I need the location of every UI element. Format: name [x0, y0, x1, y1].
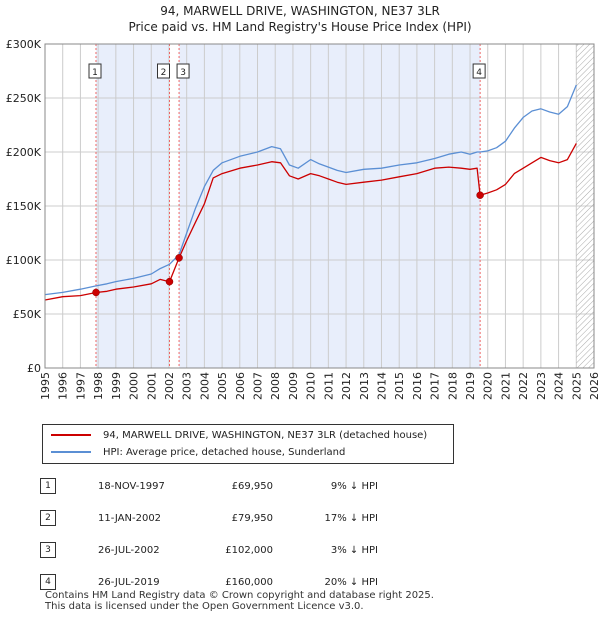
price-series-line — [44, 143, 577, 301]
sale-price: £69,950 — [231, 480, 273, 492]
x-tick-label: 2017 — [429, 372, 442, 400]
sale-date: 11-JAN-2002 — [98, 512, 162, 524]
sale-label-box — [88, 63, 102, 79]
x-tick-label: 2015 — [393, 372, 406, 400]
x-tick-label: 2019 — [464, 372, 477, 400]
price-chart: 1 2 3 4 £0 £50K £100K £150K £200K £250K £300K 1995… — [6, 38, 600, 400]
sale-label: 2 — [156, 63, 170, 79]
table-row: 1 18-NOV-1997 £69,950 9% ↓ HPI — [40, 470, 378, 502]
x-tick-label: 2007 — [252, 372, 265, 400]
y-tick-label: £250K — [6, 92, 42, 105]
sale-price: £79,950 — [231, 512, 273, 524]
x-tick-label: 2023 — [535, 372, 548, 400]
sale-label-text: 3 — [180, 68, 186, 78]
footer-copyright: Contains HM Land Registry data © Crown c… — [45, 590, 434, 601]
sale-date: 18-NOV-1997 — [98, 480, 165, 492]
x-tick-label: 2020 — [482, 372, 495, 400]
footer: Contains HM Land Registry data © Crown c… — [45, 590, 434, 612]
y-tick-label: £100K — [6, 254, 42, 267]
sale-point — [175, 254, 183, 262]
x-tick-label: 2003 — [181, 372, 194, 400]
sale-label-text: 1 — [92, 68, 98, 78]
hpi-series-line — [44, 84, 577, 296]
x-tick-label: 2002 — [163, 372, 176, 400]
sale-marker-badge: 2 — [40, 510, 56, 526]
x-tick-label: 2013 — [358, 372, 371, 400]
x-tick-label: 1996 — [57, 372, 70, 400]
sale-date: 26-JUL-2002 — [98, 544, 160, 556]
y-tick-label: £0 — [27, 362, 41, 375]
legend-item-price: 94, MARWELL DRIVE, WASHINGTON, NE37 3LR … — [51, 427, 427, 443]
x-tick-label: 2026 — [588, 372, 600, 400]
sale-point — [92, 288, 100, 297]
y-tick-label: £50K — [13, 308, 42, 321]
x-tick-label: 1999 — [110, 372, 123, 400]
x-tick-label: 1998 — [92, 372, 105, 400]
x-tick-label: 2012 — [340, 372, 353, 400]
sale-hpi-diff: 3% ↓ HPI — [330, 544, 378, 556]
chart-subtitle: Price paid vs. HM Land Registry's House … — [128, 20, 472, 34]
transactions-table: 1 18-NOV-1997 £69,950 9% ↓ HPI 2 11-JAN-… — [40, 470, 378, 598]
table-row: 4 26-JUL-2019 £160,000 20% ↓ HPI — [40, 566, 378, 598]
sale-hpi-diff: 9% ↓ HPI — [330, 480, 378, 492]
sale-point — [476, 191, 484, 199]
legend-swatch-price — [51, 434, 91, 436]
sale-label: 3 — [176, 63, 190, 79]
x-tick-label: 2011 — [322, 372, 335, 400]
x-tick-label: 2022 — [517, 372, 530, 400]
sale-marker-badge: 4 — [40, 574, 56, 590]
x-tick-label: 2025 — [570, 372, 583, 400]
x-tick-label: 1995 — [39, 372, 52, 400]
sale-date: 26-JUL-2019 — [98, 576, 160, 588]
x-tick-label: 2001 — [145, 372, 158, 400]
legend-label-price: 94, MARWELL DRIVE, WASHINGTON, NE37 3LR … — [103, 429, 428, 441]
sale-price: £102,000 — [225, 544, 273, 556]
sale-label: 4 — [472, 63, 486, 79]
sale-point — [165, 277, 174, 286]
x-tick-label: 2008 — [269, 372, 282, 400]
sale-hpi-diff: 17% ↓ HPI — [324, 512, 378, 524]
x-tick-label: 2006 — [234, 372, 247, 400]
legend: 94, MARWELL DRIVE, WASHINGTON, NE37 3LR … — [42, 424, 454, 464]
x-tick-label: 2000 — [128, 372, 141, 400]
footer-licence: This data is licensed under the Open Gov… — [45, 601, 364, 612]
sale-label-box — [156, 63, 170, 79]
sale-label-box — [472, 63, 486, 79]
plot-border — [44, 43, 595, 369]
sale-label-text: 2 — [161, 68, 167, 78]
y-tick-label: £150K — [6, 200, 42, 213]
sale-hpi-diff: 20% ↓ HPI — [324, 576, 378, 588]
x-tick-label: 2018 — [446, 372, 459, 400]
forecast-hatch — [576, 44, 594, 368]
chart-title: 94, MARWELL DRIVE, WASHINGTON, NE37 3LR — [160, 4, 440, 18]
x-tick-label: 2009 — [287, 372, 300, 400]
table-row: 3 26-JUL-2002 £102,000 3% ↓ HPI — [40, 534, 378, 566]
x-tick-label: 2021 — [499, 372, 512, 400]
x-tick-label: 2014 — [375, 372, 388, 400]
sale-marker-badge: 1 — [40, 478, 56, 494]
sale-label-text: 4 — [476, 68, 482, 78]
sale-marker-badge: 3 — [40, 542, 56, 558]
sale-label-box — [176, 63, 190, 79]
y-tick-label: £200K — [6, 146, 42, 159]
y-tick-label: £300K — [6, 38, 42, 51]
x-tick-label: 2005 — [216, 372, 229, 400]
x-tick-label: 2004 — [198, 372, 211, 400]
table-row: 2 11-JAN-2002 £79,950 17% ↓ HPI — [40, 502, 378, 534]
legend-item-hpi: HPI: Average price, detached house, Sund… — [51, 444, 345, 460]
sale-price: £160,000 — [225, 576, 273, 588]
x-tick-label: 2016 — [411, 372, 424, 400]
x-tick-label: 2010 — [305, 372, 318, 400]
sale-label: 1 — [88, 63, 102, 79]
x-tick-label: 1997 — [74, 372, 87, 400]
legend-swatch-hpi — [51, 451, 91, 453]
legend-label-hpi: HPI: Average price, detached house, Sund… — [103, 446, 346, 458]
x-tick-label: 2024 — [553, 372, 566, 400]
